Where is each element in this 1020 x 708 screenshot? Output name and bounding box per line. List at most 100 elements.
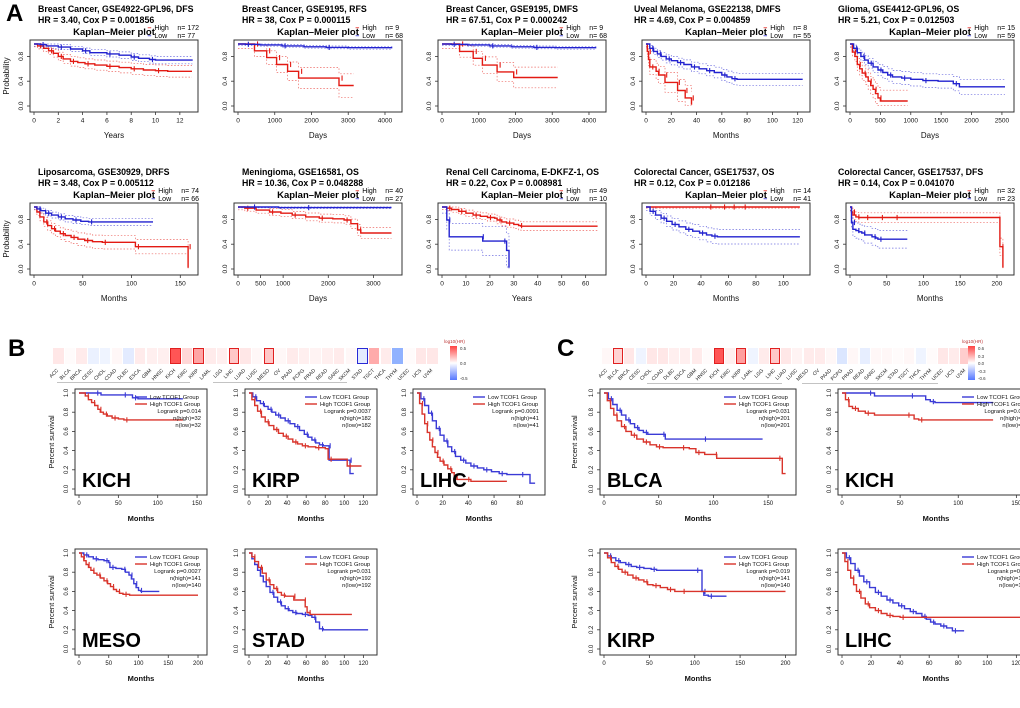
y-tick-label: 0.8 [426, 52, 433, 61]
confidence-band [238, 48, 354, 98]
y-tick-label: 0.2 [589, 625, 595, 634]
plot-legend: – High n= 8– Low n= 55 [763, 25, 811, 40]
x-tick-label: 500 [255, 281, 266, 288]
survival-curve-low [850, 206, 908, 240]
heatmap-cell-PCPG [298, 348, 310, 364]
x-tick-label: 40 [284, 661, 291, 667]
legend-label: Low TCOF1 Group [150, 395, 199, 401]
plot-legend: – High n= 40– Low n= 27 [355, 188, 403, 203]
y-axis-label: Percent survival [570, 575, 579, 629]
y-tick-label: 0.0 [827, 484, 833, 493]
y-tick-label: 0.8 [834, 215, 841, 224]
y-tick-label: 0.0 [426, 101, 433, 110]
x-axis-label: Days [309, 131, 327, 140]
stat-label: n(high)=182 [340, 416, 371, 422]
x-tick-label: 150 [175, 281, 186, 288]
panel-label-C: C [557, 335, 575, 362]
x-tick-label: 100 [134, 661, 145, 667]
heatmap-legend-tick: 0.0 [460, 361, 467, 366]
plot-box [244, 388, 378, 496]
plot-box [29, 39, 199, 113]
y-tick-label: 0.4 [834, 239, 841, 248]
x-tick-label: 40 [534, 281, 542, 288]
plot-box [244, 548, 378, 656]
x-tick-label: 0 [236, 118, 240, 125]
confidence-band [34, 209, 189, 269]
x-axis-label: Months [685, 514, 712, 523]
heatmap-cell-PAAD [826, 348, 836, 364]
confidence-band [34, 43, 193, 57]
x-tick-label: 2000 [304, 118, 319, 125]
legend-label: Low TCOF1 Group [320, 555, 369, 561]
km-chart: 0.0 0.2 0.4 0.6 0.8 1.0 0 20 40 60 80 100 120 Months L… [827, 548, 1020, 683]
legend-label: Low TCOF1 Group [739, 395, 788, 401]
plot-study-title: Meningioma, GSE16581, OS HR = 10.36, Cox … [242, 167, 364, 188]
heatmap-cell-DLBC [123, 348, 134, 364]
x-axis-label: Days [921, 131, 939, 140]
survival-curve-low [238, 43, 393, 49]
confidence-band [850, 46, 908, 107]
x-tick-label: 60 [303, 501, 310, 507]
km-plot-card-A3: Breast Cancer, GSE9195, DMFS HR = 67.51, … [408, 2, 612, 162]
heatmap-cell-TGCT [904, 348, 915, 364]
y-tick-label: 1.0 [827, 388, 833, 397]
x-axis-label: Months [685, 674, 712, 683]
survival-curve-high [238, 206, 392, 234]
plot-box [641, 202, 811, 276]
stat-label: Logrank p=0.019 [746, 569, 790, 575]
heatmap-cell-LAML [205, 348, 216, 364]
legend-label: High TCOF1 Group [150, 402, 200, 408]
heatmap-cell-LUSC [792, 348, 803, 364]
x-tick-label: 3000 [341, 118, 356, 125]
stat-label: n(high)=141 [170, 576, 201, 582]
km-chart: 0.0 0.4 0.8 0 1000 2000 3000 4000 Days [426, 39, 607, 140]
heatmap-cell-KICH [170, 348, 181, 364]
plot-box [599, 388, 797, 496]
y-tick-label: 0.8 [18, 215, 25, 224]
heatmap-legend-tick: 0.3 [978, 353, 985, 359]
y-tick-label: 0.4 [827, 606, 833, 615]
km-plot-card-A4: Uveal Melanoma, GSE22138, DMFS HR = 4.69,… [612, 2, 816, 162]
heatmap-cell-CHOL [99, 348, 111, 364]
x-tick-label: 2500 [995, 118, 1010, 125]
confidence-band [646, 206, 800, 230]
y-tick-label: 0.0 [222, 264, 229, 273]
survival-curve-high [417, 392, 507, 482]
x-tick-label: 100 [982, 661, 993, 667]
x-axis-label: Years [104, 131, 124, 140]
y-tick-label: 0.4 [402, 446, 408, 455]
heatmap-cell-BLCA [613, 348, 624, 364]
stat-label: Logrank p=0.05 [988, 569, 1020, 575]
stat-label: n(low)=182 [999, 583, 1020, 589]
confidence-band [34, 206, 189, 259]
cancer-code-label: BLCA [607, 470, 663, 492]
plot-box [437, 202, 607, 276]
km-plot-heading: Kaplan–Meier plot [277, 27, 359, 38]
survival-curve-high [850, 43, 908, 102]
heatmap-cell-LUAD [240, 348, 251, 364]
stat-label: n(low)=32 [175, 423, 201, 429]
confidence-band [34, 46, 192, 78]
x-tick-label: 3000 [366, 281, 381, 288]
legend-label: Low TCOF1 Group [488, 395, 537, 401]
x-tick-label: 50 [655, 501, 662, 507]
plot-study-title: Renal Cell Carcinoma, E-DKFZ-1, OS HR = 0… [446, 167, 600, 188]
x-tick-label: 0 [32, 118, 36, 125]
heatmap-legend-tick: 0.5 [460, 346, 467, 351]
x-tick-label: 0 [840, 501, 844, 507]
survival-curve-low [842, 552, 965, 632]
x-tick-label: 10 [462, 281, 470, 288]
y-tick-label: 0.4 [18, 239, 25, 248]
y-tick-label: 0.4 [64, 446, 70, 455]
y-tick-label: 0.4 [630, 239, 637, 248]
x-tick-label: 8 [129, 118, 133, 125]
heatmap-legend-tick: -0.5 [460, 376, 468, 381]
plot-box [233, 39, 403, 113]
plot-box [641, 39, 811, 113]
km-chart: 0.0 0.4 0.8 0 500 1000 2000 3000 Days [222, 202, 403, 303]
km-plot-card-BLCA: 0.0 0.2 0.4 0.6 0.8 1.0 0 50 100 150 Months Percent… [568, 385, 802, 537]
x-tick-label: 30 [510, 281, 518, 288]
x-tick-label: 100 [778, 281, 789, 288]
survival-curve-low [79, 552, 160, 593]
x-axis-label: Months [298, 514, 325, 523]
